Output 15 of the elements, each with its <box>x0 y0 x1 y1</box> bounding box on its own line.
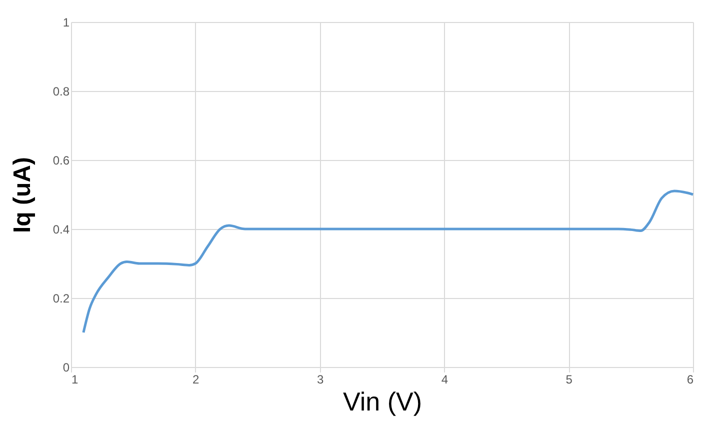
x-tick-label: 3 <box>316 372 324 386</box>
y-tick-label: 0.4 <box>52 222 70 236</box>
x-tick-label: 6 <box>686 372 694 386</box>
x-tick-label: 2 <box>192 372 200 386</box>
x-tick-label: 1 <box>72 372 78 386</box>
y-tick-label: 0.6 <box>52 154 70 168</box>
x-tick-label: 4 <box>441 372 448 386</box>
x-tick-label: 5 <box>566 372 573 386</box>
y-tick-label: 0.8 <box>52 84 70 98</box>
x-axis-title: Vin (V) <box>343 386 422 416</box>
y-tick-label: 0 <box>62 360 70 374</box>
y-tick-label: 1 <box>62 16 70 30</box>
line-series <box>82 190 694 334</box>
y-tick-label: 0.2 <box>52 292 70 306</box>
y-axis-title: Iq (uA) <box>8 157 36 233</box>
